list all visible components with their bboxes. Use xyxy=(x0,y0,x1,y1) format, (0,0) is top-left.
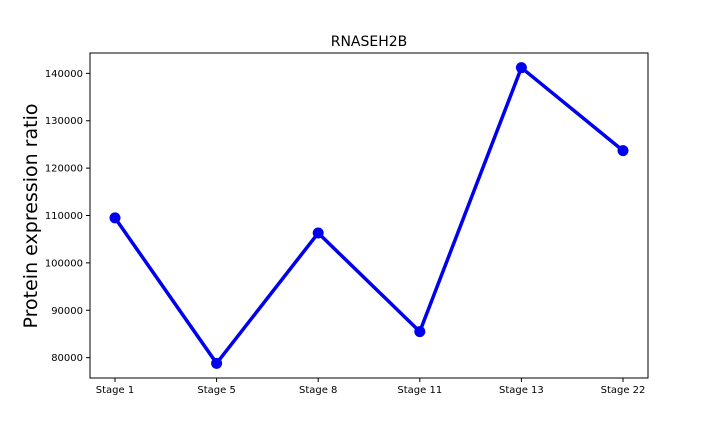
y-tick-label-1: 90000 xyxy=(51,306,83,317)
x-tick-label-4: Stage 13 xyxy=(499,385,544,396)
x-tick-label-1: Stage 5 xyxy=(197,385,235,396)
plot-area-frame xyxy=(89,52,649,379)
data-point-0-3 xyxy=(414,326,426,338)
series-line-0 xyxy=(113,65,625,366)
series-layer xyxy=(109,62,629,369)
x-tick-label-5: Stage 22 xyxy=(601,385,646,396)
data-point-0-4 xyxy=(515,62,527,74)
x-tick-label-3: Stage 11 xyxy=(397,385,442,396)
y-axis-label: Protein expression ratio xyxy=(20,104,42,329)
x-axis-ticks: Stage 1 Stage 5 Stage 8 Stage 11 Stage 13 Sta… xyxy=(96,378,646,396)
y-tick-label-3: 110000 xyxy=(45,211,83,222)
x-tick-label-0: Stage 1 xyxy=(96,385,134,396)
x-tick-label-2: Stage 8 xyxy=(299,385,337,396)
y-tick-label-5: 130000 xyxy=(45,116,83,127)
chart-title: RNASEH2B xyxy=(331,34,408,50)
y-axis-ticks: 80000 90000 100000 110000 120000 130000 140000 xyxy=(45,69,90,364)
y-tick-label-6: 140000 xyxy=(45,69,83,80)
data-point-0-5 xyxy=(617,145,629,157)
data-point-0-1 xyxy=(211,357,223,369)
y-tick-label-0: 80000 xyxy=(51,353,83,364)
data-point-0-2 xyxy=(312,227,324,239)
y-tick-label-2: 100000 xyxy=(45,258,83,269)
y-tick-label-4: 120000 xyxy=(45,164,83,175)
data-point-0-0 xyxy=(109,212,121,224)
